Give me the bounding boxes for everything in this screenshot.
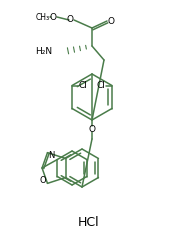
Text: Cl: Cl	[96, 81, 105, 90]
Text: CH₃: CH₃	[36, 12, 50, 21]
Text: O: O	[108, 16, 114, 25]
Text: Cl: Cl	[79, 81, 88, 90]
Text: N: N	[48, 151, 55, 160]
Text: HCl: HCl	[78, 216, 100, 228]
Text: O: O	[49, 12, 56, 21]
Text: O: O	[88, 125, 96, 134]
Text: H₂N: H₂N	[35, 48, 52, 57]
Text: O: O	[40, 176, 46, 185]
Text: O: O	[67, 15, 74, 24]
